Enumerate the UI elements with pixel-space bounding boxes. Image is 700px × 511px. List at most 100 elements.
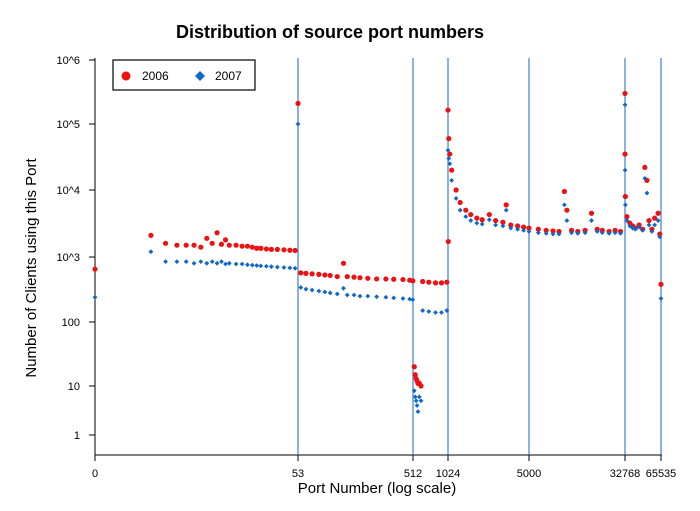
y-ticks: 1 10 100 10^3 10^4 10^5 10^6: [56, 55, 95, 442]
data-point-2006: [263, 246, 269, 252]
data-point-2006: [543, 227, 549, 233]
data-point-2007: [163, 259, 168, 264]
data-point-2007: [433, 310, 438, 315]
data-point-2006: [420, 278, 426, 285]
data-point-2006: [204, 235, 210, 241]
data-point-2007: [298, 285, 304, 290]
data-point-2006: [148, 232, 154, 239]
data-point-2007: [420, 308, 426, 313]
data-point-2006: [410, 278, 416, 284]
x-ticks: 0 53 512 1024 5000 32768 65535: [92, 455, 676, 480]
data-point-2006: [646, 217, 652, 224]
data-point-2007: [657, 234, 663, 240]
data-point-2007: [254, 263, 260, 268]
data-point-2007: [446, 156, 452, 161]
data-point-2006: [503, 202, 509, 208]
data-point-2007: [599, 230, 605, 236]
y-tick-label: 10^4: [56, 185, 80, 197]
data-point-2006: [174, 242, 180, 248]
data-point-2006: [183, 242, 189, 248]
data-point-2006: [432, 280, 439, 286]
legend-label-2006: 2006: [142, 69, 169, 83]
data-point-2007: [457, 207, 463, 213]
data-point-2007: [439, 310, 444, 315]
data-point-2006: [526, 225, 532, 231]
data-point-2007: [204, 260, 210, 266]
y-tick-label: 10^3: [56, 252, 80, 264]
data-point-2006: [624, 214, 630, 220]
data-point-2006: [258, 245, 264, 251]
x-tick-label: 1024: [436, 468, 460, 480]
data-point-2007: [543, 231, 549, 236]
data-point-2007: [295, 121, 301, 127]
data-point-2007: [351, 292, 357, 298]
data-point-2006: [568, 227, 575, 233]
data-point-2007: [622, 167, 628, 173]
data-point-2007: [575, 231, 581, 236]
data-point-2007: [245, 262, 250, 268]
data-point-2007: [479, 221, 485, 227]
data-point-2007: [274, 264, 280, 270]
data-point-2007: [658, 296, 664, 301]
data-point-2007: [508, 225, 514, 231]
data-point-2006: [582, 227, 588, 233]
data-point-2006: [445, 238, 451, 245]
data-point-2007: [239, 261, 245, 267]
data-point-2007: [449, 177, 455, 183]
data-point-2007: [463, 214, 469, 220]
data-point-2006: [463, 207, 469, 213]
y-tick-label: 1: [74, 430, 80, 442]
data-point-2006: [209, 240, 215, 246]
data-point-2006: [309, 271, 315, 277]
data-point-2007: [418, 398, 424, 404]
data-point-2006: [287, 247, 293, 253]
data-point-2006: [222, 237, 229, 243]
data-point-2006: [444, 279, 450, 285]
data-point-2007: [503, 207, 509, 213]
data-point-2006: [556, 228, 562, 235]
data-point-2006: [508, 222, 514, 228]
data-point-2007: [412, 394, 418, 400]
data-point-2006: [599, 227, 605, 233]
data-point-2006: [453, 187, 459, 193]
data-point-2006: [445, 107, 451, 113]
data-point-2007: [219, 259, 224, 264]
data-point-2007: [148, 249, 154, 255]
data-point-2007: [407, 296, 413, 302]
y-axis-label: Number of Clients using this Port: [23, 158, 40, 378]
data-point-2007: [474, 220, 480, 226]
data-point-2007: [209, 259, 215, 264]
x-tick-label: 512: [404, 468, 422, 480]
data-point-2007: [191, 260, 197, 266]
data-point-2006: [374, 276, 380, 282]
data-point-2007: [468, 218, 474, 223]
data-point-2007: [411, 388, 417, 394]
data-point-2007: [309, 287, 315, 293]
data-point-2007: [400, 296, 406, 301]
data-point-2006: [244, 243, 251, 249]
data-point-2006: [521, 224, 527, 230]
data-point-2006: [561, 188, 567, 195]
data-point-2006: [357, 275, 363, 281]
data-point-2006: [457, 199, 463, 206]
data-point-2006: [535, 226, 541, 232]
guide-lines: [297, 58, 662, 455]
data-point-2007: [535, 230, 541, 236]
data-point-2007: [198, 259, 204, 264]
data-point-2007: [649, 229, 655, 234]
data-point-2006: [657, 231, 663, 237]
data-point-2007: [606, 231, 612, 236]
data-point-2006: [198, 244, 204, 250]
data-point-2006: [622, 193, 628, 200]
data-point-2006: [274, 246, 280, 252]
data-point-2006: [218, 241, 225, 247]
data-point-2007: [426, 309, 432, 314]
legend: 2006 2007: [112, 59, 256, 91]
y-tick-label: 10: [68, 381, 80, 393]
data-point-2006: [365, 275, 371, 281]
data-point-2006: [412, 372, 418, 378]
data-points: [92, 90, 664, 415]
data-point-2007: [383, 294, 389, 300]
data-point-2007: [646, 222, 652, 228]
